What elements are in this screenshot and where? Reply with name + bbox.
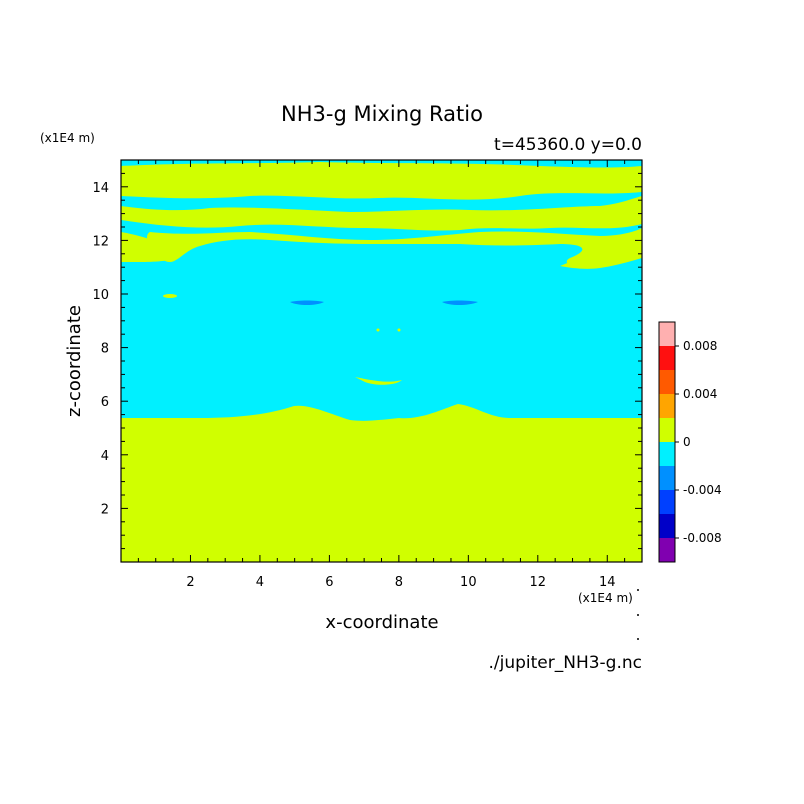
colorbar-swatch: [659, 514, 675, 538]
contour-lobe-right: [442, 300, 478, 305]
contour-dot-small-2: [397, 328, 401, 332]
y-scale-label: (x1E4 m): [40, 131, 95, 145]
contour-band-top-2: [121, 196, 642, 231]
chart-title: NH3-g Mixing Ratio: [281, 102, 483, 126]
colorbar-tick-label: 0.004: [683, 387, 717, 401]
contour-band-top-5: [560, 236, 642, 269]
colorbar-tick-label: 0: [683, 435, 691, 449]
colorbar-swatch: [659, 370, 675, 394]
x-tick-label: 6: [325, 575, 333, 590]
x-tick-label: 8: [395, 575, 403, 590]
colorbar-swatch: [659, 346, 675, 370]
contour-dot-left: [163, 294, 177, 298]
x-tick-label: 12: [530, 575, 547, 590]
y-tick-label: 6: [101, 395, 109, 410]
colorbar-swatch: [659, 418, 675, 442]
colorbar-swatch: [659, 490, 675, 514]
x-tick-label: 10: [460, 575, 477, 590]
marker-dot-1: [637, 589, 639, 591]
y-tick-label: 10: [92, 288, 109, 303]
colorbar-swatch: [659, 394, 675, 418]
colorbar: -0.008 -0.004 0 0.004 0.008: [658, 321, 722, 563]
colorbar-swatch: [659, 466, 675, 490]
contour-smile: [355, 377, 402, 385]
colorbar-swatch: [659, 322, 675, 346]
y-tick-label: 2: [101, 502, 109, 517]
colorbar-tick-label: -0.004: [683, 483, 722, 497]
contour-dot-small-1: [376, 328, 380, 332]
colorbar-tick-label: 0.008: [683, 339, 717, 353]
source-file: ./jupiter_NH3-g.nc: [488, 653, 642, 673]
y-tick-label: 12: [92, 234, 109, 249]
x-tick-label: 4: [256, 575, 264, 590]
y-tick-label: 14: [92, 181, 109, 196]
plot-area: 2 4 6 8 10 12 14 2 4 6 8 10 12 14: [92, 159, 643, 590]
contour-band-top-1: [121, 162, 642, 200]
x-axis-label: x-coordinate: [325, 612, 438, 633]
x-scale-label: (x1E4 m): [578, 591, 633, 605]
marker-dot-2: [637, 614, 639, 616]
x-tick-label: 14: [599, 575, 616, 590]
y-tick-label: 8: [101, 342, 109, 357]
contour-lobe-left: [290, 300, 324, 305]
axis-ticks: 2 4 6 8 10 12 14 2 4 6 8 10 12 14: [92, 160, 642, 590]
y-axis-label: z-coordinate: [64, 305, 85, 417]
x-tick-label: 2: [186, 575, 194, 590]
contour-band-top-4: [147, 228, 642, 265]
colorbar-tick-label: -0.008: [683, 531, 722, 545]
colorbar-swatch: [659, 538, 675, 562]
y-tick-label: 4: [101, 449, 109, 464]
colorbar-swatch: [659, 442, 675, 466]
chart-subtitle: t=45360.0 y=0.0: [494, 135, 642, 155]
marker-dot-3: [637, 638, 639, 640]
